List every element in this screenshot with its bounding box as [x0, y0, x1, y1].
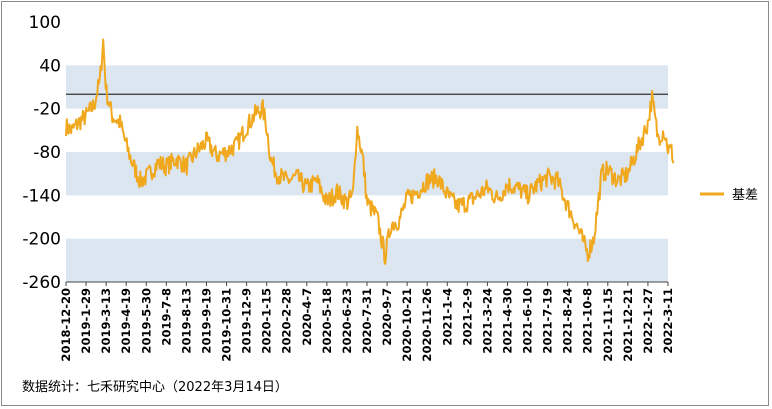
x-tick-label: 2022-1-27 [641, 288, 655, 354]
x-tick-label: 2020-7-31 [360, 288, 374, 354]
grid-band [66, 65, 668, 109]
y-axis-ticks: 100 40 -20 -80 -140 -200 -260 [22, 13, 61, 293]
x-tick-label: 2019-7-8 [159, 288, 173, 346]
legend-label: 基差 [732, 188, 758, 203]
x-tick-label: 2021-7-19 [541, 288, 555, 354]
x-tick-label: 2020-1-15 [260, 288, 274, 354]
series-line-jicha [65, 38, 675, 265]
source-note: 数据统计：七禾研究中心（2022年3月14日） [22, 380, 288, 395]
x-tick-label: 2020-6-23 [340, 288, 354, 354]
legend: 基差 [700, 188, 758, 203]
y-tick-label: -80 [33, 143, 61, 163]
x-tick-label: 2018-12-20 [59, 288, 73, 362]
x-tick-label: 2020-5-18 [320, 288, 334, 354]
x-tick-label: 2021-10-8 [581, 288, 595, 354]
y-tick-label: 40 [39, 56, 61, 76]
y-tick-label: 100 [29, 13, 61, 33]
grid-band [66, 152, 668, 196]
x-tick-label: 2021-8-24 [561, 288, 575, 354]
x-tick-label: 2021-11-15 [601, 288, 615, 362]
y-tick-label: -20 [33, 100, 61, 120]
grid-bands [66, 65, 668, 282]
x-tick-label: 2021-4-30 [500, 288, 514, 354]
grid-band [66, 238, 668, 282]
x-tick-label: 2019-12-9 [240, 288, 254, 354]
x-tick-label: 2019-8-13 [179, 288, 193, 354]
y-tick-label: -140 [22, 186, 61, 206]
y-tick-label: -200 [22, 230, 61, 250]
x-tick-label: 2021-6-10 [521, 288, 535, 354]
x-tick-label: 2021-2-9 [460, 288, 474, 346]
x-axis-ticks: 2018-12-20 2019-1-29 2019-3-13 2019-4-19 201… [59, 282, 675, 362]
x-tick-label: 2020-9-7 [380, 288, 394, 346]
x-tick-label: 2019-10-31 [220, 288, 234, 362]
x-tick-label: 2019-1-29 [79, 288, 93, 354]
x-tick-label: 2019-9-19 [199, 288, 213, 354]
x-tick-label: 2021-3-24 [480, 288, 494, 354]
x-tick-label: 2019-4-19 [119, 288, 133, 354]
x-tick-label: 2020-10-21 [400, 288, 414, 362]
x-tick-label: 2021-1-4 [440, 288, 454, 346]
x-tick-label: 2019-3-13 [99, 288, 113, 354]
x-tick-label: 2019-5-30 [139, 288, 153, 354]
x-tick-label: 2022-3-11 [661, 288, 675, 354]
x-tick-label: 2020-4-7 [300, 288, 314, 346]
x-tick-label: 2020-2-28 [280, 288, 294, 354]
x-tick-label: 2020-11-26 [420, 288, 434, 362]
y-tick-label: -260 [22, 273, 61, 293]
x-tick-label: 2021-12-21 [621, 288, 635, 362]
